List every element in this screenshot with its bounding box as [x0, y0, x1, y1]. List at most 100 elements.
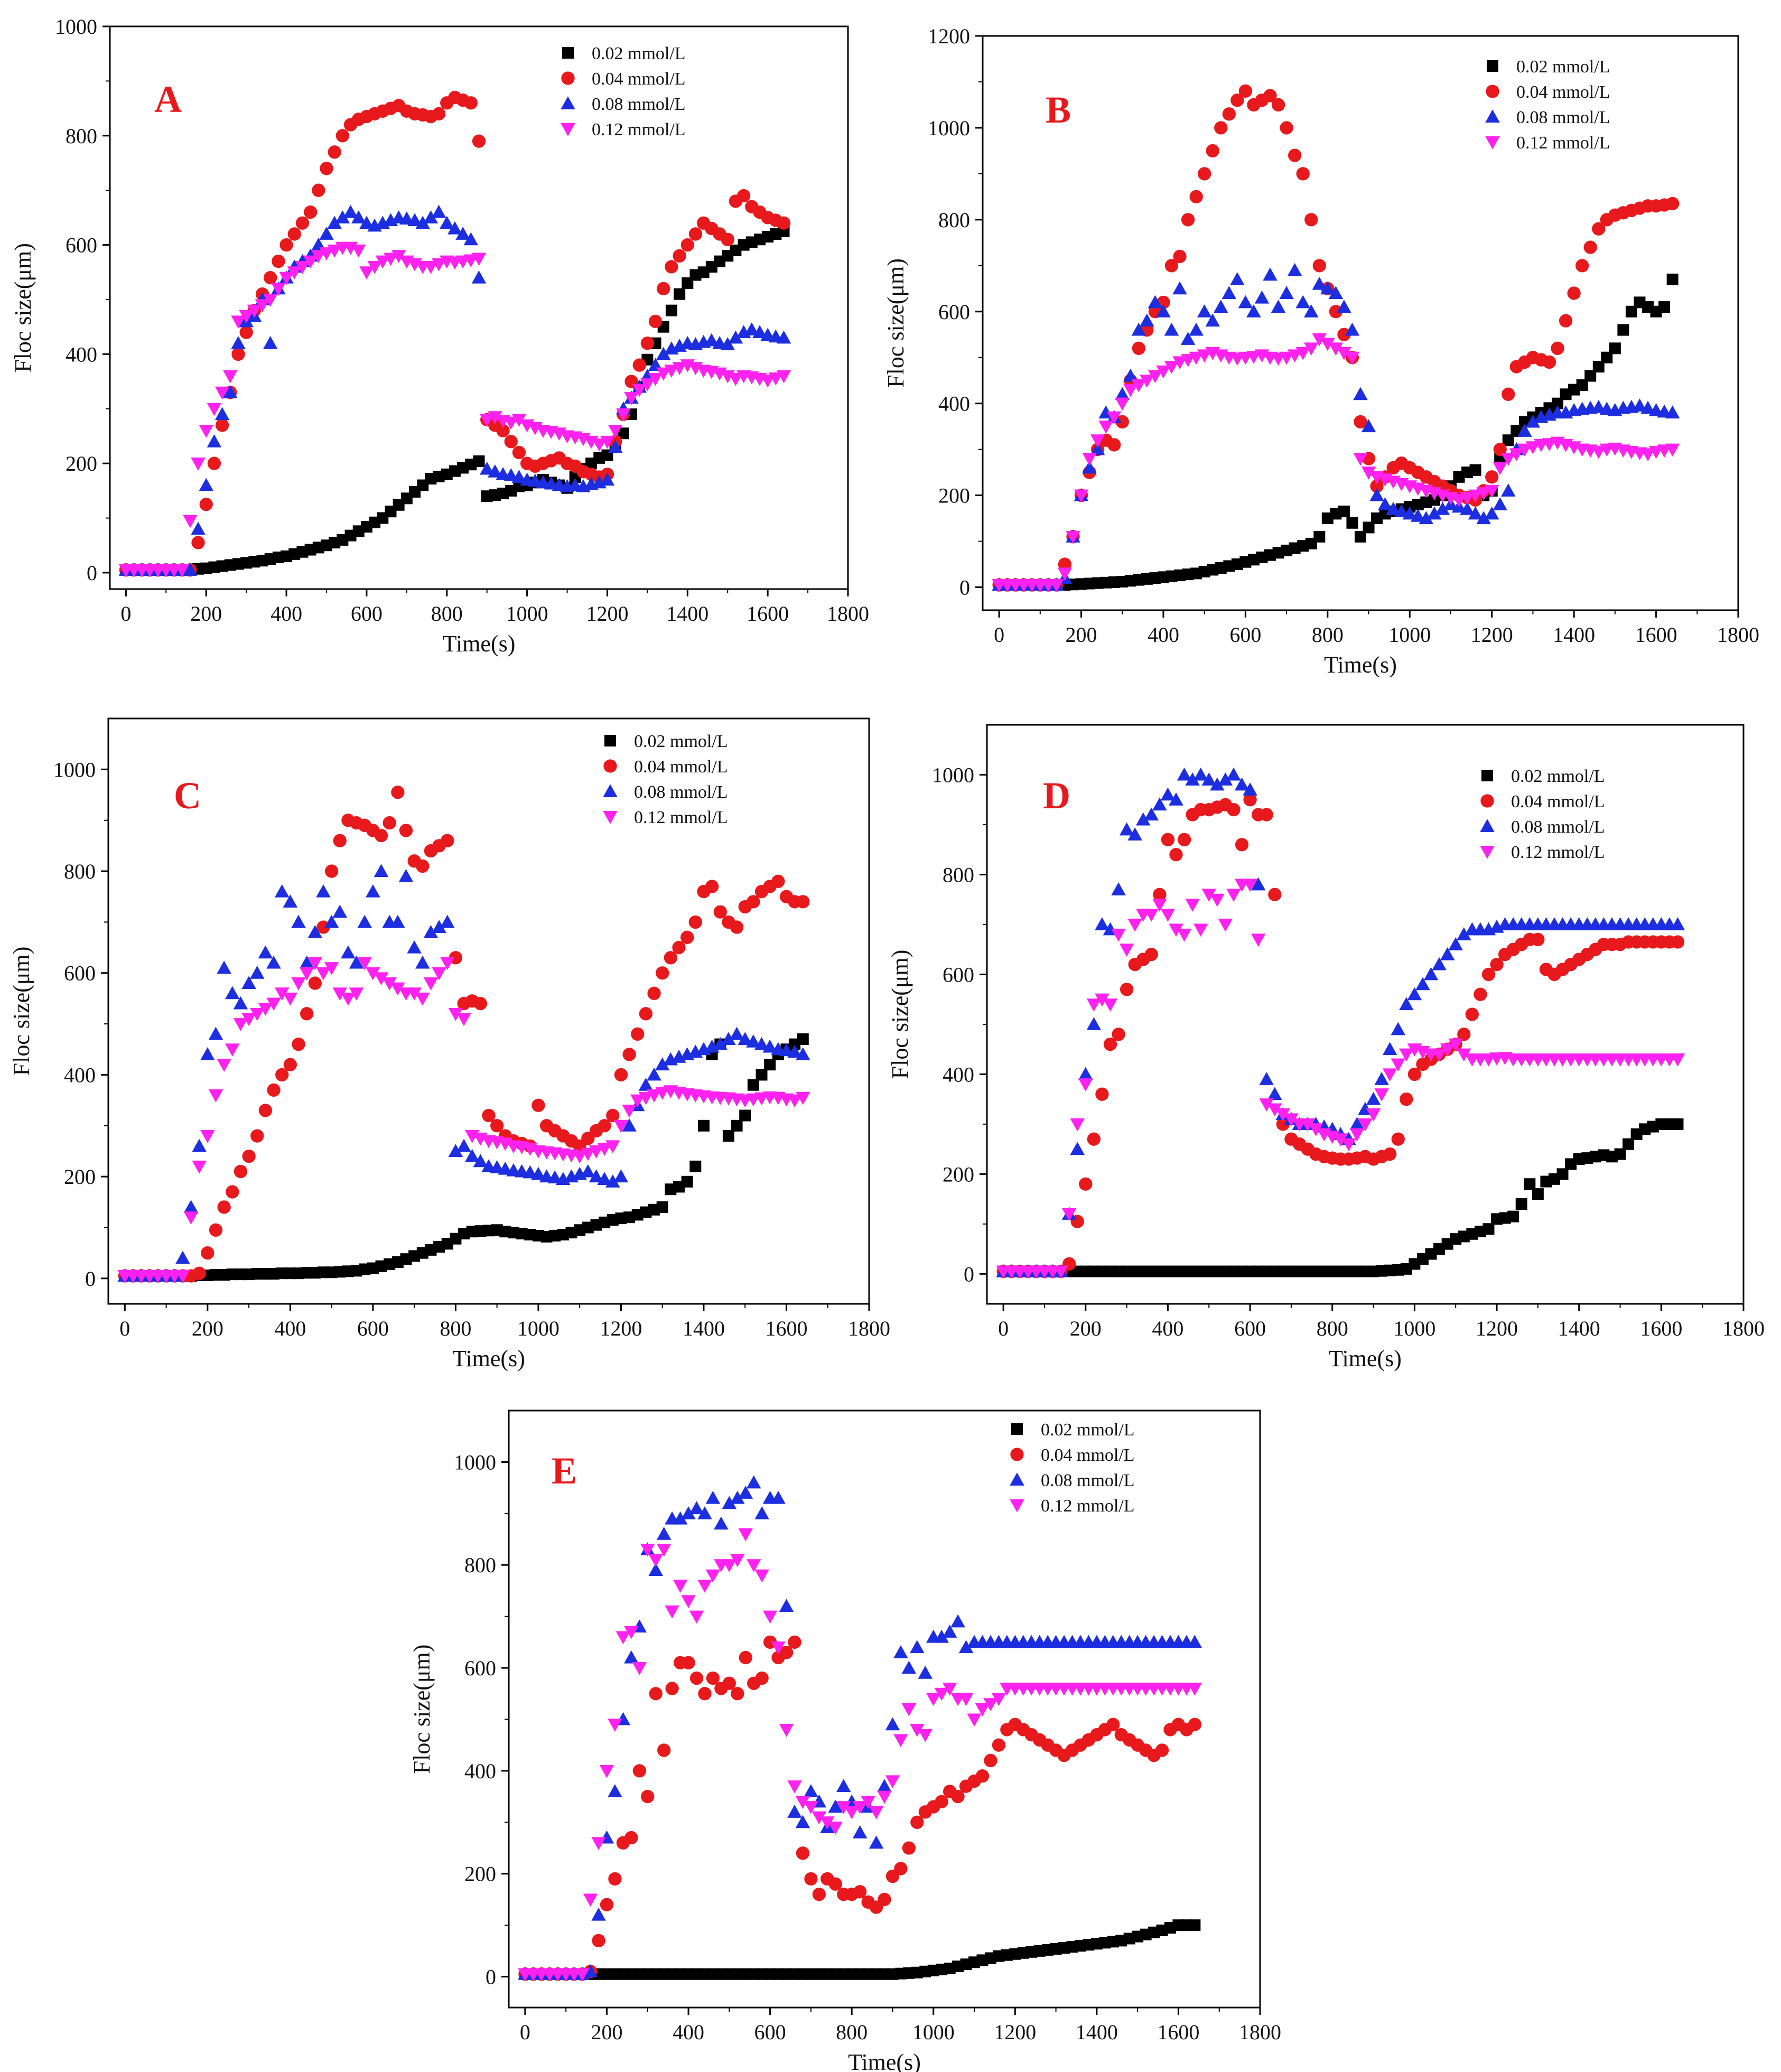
data-point	[1353, 387, 1368, 400]
data-point	[1260, 808, 1273, 822]
data-point	[1575, 259, 1589, 273]
data-point	[1188, 1718, 1201, 1731]
data-point	[225, 986, 240, 1000]
data-point	[967, 1713, 982, 1727]
data-point	[1246, 304, 1261, 318]
data-point	[300, 1007, 314, 1021]
data-point	[1058, 557, 1072, 571]
data-point	[479, 414, 495, 427]
data-point	[1415, 977, 1430, 991]
data-point	[390, 914, 405, 928]
data-point	[935, 1795, 948, 1808]
data-point	[664, 365, 679, 378]
y-tick-label: 800	[938, 208, 970, 232]
x-tick-label: 200	[591, 2020, 622, 2044]
data-point	[1671, 935, 1685, 949]
data-point	[547, 1170, 562, 1184]
data-point	[680, 930, 694, 944]
data-point	[600, 1898, 614, 1911]
data-point	[440, 216, 454, 229]
data-point	[1271, 98, 1285, 112]
data-point	[624, 1626, 639, 1639]
data-point	[1591, 445, 1606, 459]
data-point	[640, 378, 655, 392]
data-point	[1609, 342, 1621, 354]
data-point	[1353, 453, 1368, 466]
data-point	[531, 1098, 545, 1112]
data-point	[1361, 466, 1376, 480]
data-point	[1354, 415, 1367, 429]
data-point	[1320, 338, 1335, 351]
series-4	[518, 1528, 1202, 1982]
x-tick-label: 600	[1229, 623, 1261, 647]
data-point	[423, 977, 439, 991]
data-point	[1349, 1128, 1365, 1142]
data-point	[341, 992, 356, 1006]
data-point	[1164, 322, 1179, 336]
data-point	[606, 1108, 620, 1123]
data-point	[754, 1037, 769, 1050]
data-point	[1382, 1042, 1397, 1056]
y-tick-label: 400	[943, 1062, 974, 1086]
legend-label: 0.04 mmol/L	[1511, 792, 1605, 811]
data-point	[664, 951, 677, 965]
data-point	[1448, 1038, 1463, 1052]
data-point	[605, 1140, 620, 1154]
x-tick-label: 1400	[1558, 1317, 1600, 1340]
x-tick-label: 200	[192, 1317, 223, 1340]
data-point	[893, 1734, 908, 1748]
data-point	[275, 1068, 289, 1082]
plot-frame	[508, 1410, 1261, 2009]
data-point	[836, 1779, 851, 1793]
data-point	[1173, 249, 1187, 264]
data-point	[787, 1044, 802, 1058]
x-tick-label: 800	[440, 1317, 471, 1340]
data-point	[1164, 361, 1179, 374]
data-point	[1493, 442, 1507, 456]
x-tick-label: 400	[274, 1317, 306, 1340]
data-point	[175, 1270, 190, 1283]
data-point	[283, 1058, 297, 1071]
data-point	[730, 1490, 745, 1504]
data-point	[796, 1091, 810, 1105]
data-point	[1082, 460, 1097, 474]
data-point	[512, 445, 526, 460]
data-point	[391, 786, 405, 799]
data-point	[1132, 341, 1145, 355]
data-point	[217, 1200, 231, 1214]
data-point	[279, 272, 294, 285]
data-point	[432, 920, 446, 934]
y-tick-label: 400	[64, 1063, 96, 1087]
data-point	[175, 1250, 190, 1264]
data-point	[1210, 777, 1225, 791]
data-point	[431, 204, 446, 218]
data-point	[600, 435, 615, 449]
data-point	[192, 1266, 206, 1280]
data-point	[1161, 833, 1175, 846]
data-point	[613, 1119, 629, 1133]
chart-panel-b: 0 200 400 600 800 1000 1200 1400 1600 1800 0 200 400…	[883, 24, 1759, 678]
data-point	[1280, 121, 1293, 135]
data-point	[1259, 1072, 1274, 1085]
data-point	[1640, 400, 1655, 414]
data-point	[440, 914, 455, 928]
panel-label: C	[174, 774, 201, 817]
data-point	[1592, 361, 1605, 373]
panel-label: A	[154, 78, 182, 120]
data-point	[231, 347, 245, 361]
data-point	[779, 1646, 794, 1659]
data-point	[1515, 1198, 1527, 1210]
data-point	[1172, 281, 1187, 295]
data-point	[448, 1007, 463, 1021]
data-point	[463, 232, 479, 246]
y-tick-label: 1000	[55, 15, 97, 39]
data-point	[852, 1825, 868, 1838]
data-point	[910, 1640, 925, 1654]
data-point	[787, 1780, 802, 1794]
data-point	[1120, 983, 1134, 996]
data-point	[1218, 918, 1233, 932]
data-point	[918, 1729, 933, 1742]
data-point	[647, 1089, 661, 1103]
data-point	[1087, 1132, 1101, 1146]
data-point	[788, 1635, 801, 1649]
